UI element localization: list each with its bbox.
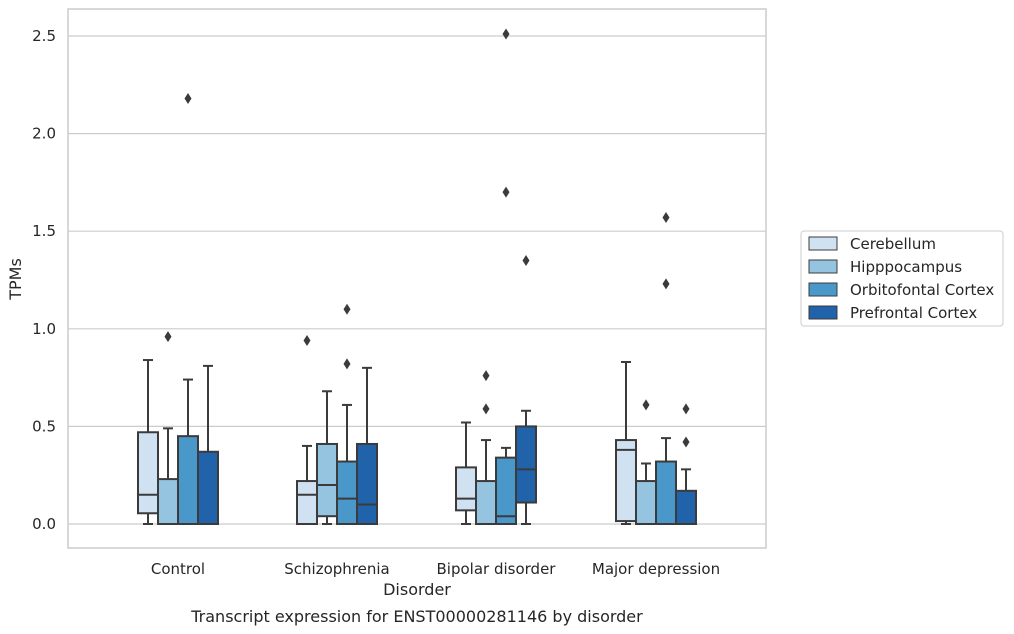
box-body <box>296 480 318 525</box>
box-3-1 <box>356 366 378 525</box>
box-body <box>675 489 697 526</box>
outlier-point <box>682 436 690 448</box>
outlier-point <box>343 303 351 315</box>
box-body <box>197 450 219 525</box>
y-axis-label: TPMs <box>6 258 25 301</box>
box-2-0 <box>177 92 199 525</box>
outlier-point <box>502 186 510 198</box>
legend-swatch <box>808 259 838 274</box>
legend-swatch <box>808 236 838 251</box>
legend-label: Orbitofontal Cortex <box>850 281 994 299</box>
box-body <box>137 431 159 515</box>
y-tick-label: 0.0 <box>32 515 56 533</box>
y-ticks: 0.0 0.5 1.0 1.5 2.0 2.5 <box>32 27 56 533</box>
legend-label: Hipppocampus <box>850 258 962 276</box>
box-3-2 <box>515 254 537 525</box>
y-tick-label: 2.0 <box>32 125 56 143</box>
box-0-1 <box>296 335 318 525</box>
outlier-point <box>343 358 351 370</box>
box-1-1 <box>316 390 338 525</box>
y-tick-label: 0.5 <box>32 417 56 435</box>
gridlines <box>68 35 766 525</box>
legend-label: Cerebellum <box>850 235 936 253</box>
box-2-2 <box>495 28 517 525</box>
outlier-point <box>522 254 530 266</box>
outlier-point <box>482 370 490 382</box>
legend-swatch <box>808 282 838 297</box>
box-body <box>475 480 497 525</box>
boxes <box>137 28 697 526</box>
x-tick-label: Schizophrenia <box>284 560 389 578</box>
y-tick-label: 1.0 <box>32 320 56 338</box>
box-body <box>495 456 517 525</box>
box-body <box>515 425 537 504</box>
outlier-point <box>303 335 311 347</box>
outlier-point <box>164 331 172 343</box>
x-tick-label: Major depression <box>592 560 720 578</box>
box-2-1 <box>336 303 358 526</box>
x-ticks: Control Schizophrenia Bipolar disorder Majo… <box>151 560 720 578</box>
box-0-2 <box>455 421 477 525</box>
box-2-3 <box>655 212 677 526</box>
box-0-3 <box>615 360 637 525</box>
legend-label: Prefrontal Cortex <box>850 304 977 322</box>
box-body <box>157 478 179 526</box>
outlier-point <box>662 212 670 224</box>
outlier-point <box>482 403 490 415</box>
x-tick-label: Control <box>151 560 205 578</box>
box-3-0 <box>197 364 219 525</box>
box-body <box>356 442 378 525</box>
box-body <box>177 435 199 525</box>
legend: Cerebellum Hipppocampus Orbitofontal Corte… <box>800 230 1004 327</box>
box-body <box>455 466 477 512</box>
box-body <box>336 460 358 526</box>
box-body <box>635 480 657 525</box>
box-1-3 <box>635 399 657 525</box>
y-tick-label: 1.5 <box>32 222 56 240</box>
plot-frame <box>67 8 767 549</box>
x-axis-label: Disorder <box>383 580 451 599</box>
chart-caption: Transcript expression for ENST0000028114… <box>190 607 643 626</box>
outlier-point <box>184 92 192 104</box>
legend-swatch <box>808 305 838 320</box>
outlier-point <box>682 403 690 415</box>
outlier-point <box>662 278 670 290</box>
box-body <box>615 439 637 523</box>
y-tick-label: 2.5 <box>32 27 56 45</box>
box-body <box>655 460 677 526</box>
legend-frame <box>800 230 1004 327</box>
outlier-point <box>642 399 650 411</box>
box-body <box>316 442 338 518</box>
box-0-0 <box>137 359 159 525</box>
outlier-point <box>502 28 510 40</box>
box-1-2 <box>475 370 497 525</box>
box-1-0 <box>157 331 179 526</box>
x-tick-label: Bipolar disorder <box>437 560 557 578</box>
box-3-3 <box>675 403 697 526</box>
